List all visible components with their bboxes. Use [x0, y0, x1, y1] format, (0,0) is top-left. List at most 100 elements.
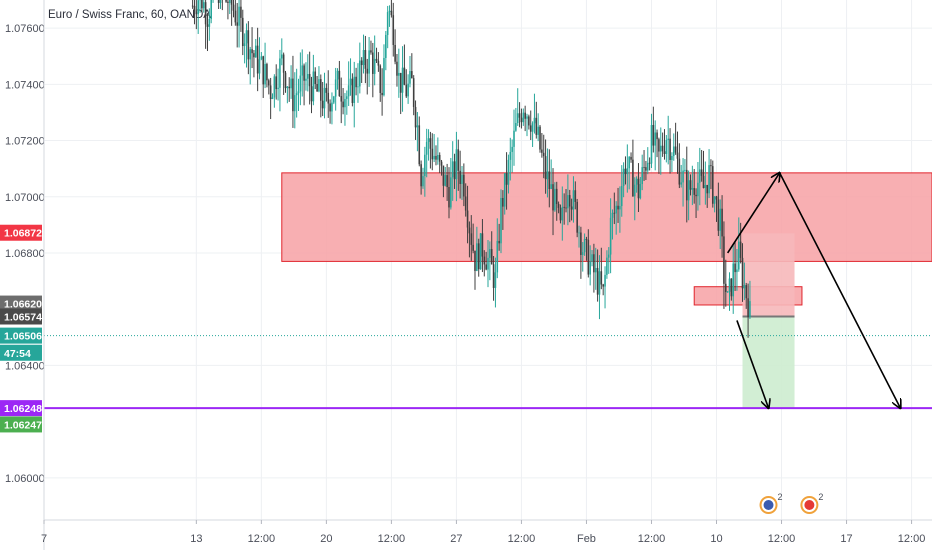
candle-body — [228, 0, 231, 3]
x-tick-label: 10 — [710, 533, 722, 545]
candle-body — [665, 139, 668, 154]
candle-body — [238, 6, 240, 26]
target2-badge: 1.06247 — [0, 416, 42, 433]
candle-body — [541, 149, 543, 153]
candle-body — [217, 0, 220, 3]
candle-body — [451, 161, 454, 178]
candle-body — [219, 0, 222, 3]
candle-body — [318, 79, 320, 92]
candle-body — [507, 159, 510, 185]
candle-body — [563, 206, 565, 208]
candle-body — [713, 196, 716, 204]
y-tick-label: 1.06000 — [5, 473, 45, 485]
candle-body — [435, 155, 437, 160]
candle-body — [568, 195, 571, 207]
candle-body — [624, 168, 627, 175]
candle-body — [652, 125, 655, 146]
candle-body — [306, 73, 309, 79]
candle-body — [425, 141, 428, 155]
candle-body — [693, 188, 696, 195]
candle-body — [342, 101, 344, 108]
badge-bg — [0, 308, 42, 325]
badge-label: 1.06872 — [4, 228, 42, 240]
candle-body — [232, 4, 235, 11]
candle-body — [450, 177, 452, 208]
candle-body — [394, 44, 396, 62]
candle-body — [706, 184, 709, 194]
candle-body — [723, 236, 725, 284]
candle-body — [745, 285, 748, 299]
candle-body — [368, 50, 370, 74]
candle-body — [730, 278, 733, 297]
candle-body — [680, 182, 683, 185]
eu-event-icon: 2 — [759, 492, 783, 514]
candle-body — [559, 207, 562, 221]
candle-body — [297, 91, 300, 94]
candle-body — [375, 58, 378, 61]
candle-body — [333, 96, 335, 103]
candle-body — [628, 156, 630, 169]
candle-body — [241, 17, 244, 47]
candle-body — [249, 49, 252, 60]
candle-body — [468, 227, 471, 234]
resistance-zone — [281, 172, 932, 262]
candle-body — [247, 30, 250, 60]
candle-body — [312, 71, 315, 102]
candle-body — [528, 116, 530, 126]
badge-bg — [0, 344, 42, 361]
candle-body — [383, 57, 385, 96]
candle-body — [511, 146, 513, 152]
event-count: 2 — [778, 492, 783, 502]
candle-body — [685, 169, 688, 201]
candle-body — [498, 240, 500, 244]
candle-body — [489, 249, 491, 258]
candle-body — [329, 103, 331, 112]
candle-body — [442, 165, 445, 186]
candle-body — [301, 65, 304, 76]
candle-body — [594, 267, 597, 273]
candle-body — [463, 174, 465, 197]
x-tick-label: 17 — [840, 533, 852, 545]
candle-body — [251, 49, 253, 54]
candle-body — [544, 156, 547, 180]
candle-body — [349, 78, 352, 86]
y-tick-label: 1.06400 — [5, 360, 45, 372]
candle-body — [583, 238, 586, 253]
candle-body — [359, 60, 361, 87]
badge-bg — [0, 327, 42, 344]
candle-body — [689, 180, 692, 190]
candle-body — [466, 210, 469, 228]
badge-label: 1.06247 — [4, 419, 42, 431]
candle-body — [717, 199, 720, 231]
candle-body — [565, 207, 567, 209]
candle-body — [470, 233, 473, 245]
candle-body — [600, 271, 603, 285]
candle-body — [607, 254, 610, 258]
candle-body — [414, 106, 417, 128]
candle-body — [637, 178, 640, 199]
candle-body — [303, 65, 305, 81]
candle-body — [741, 257, 744, 289]
candle-body — [576, 201, 578, 233]
candle-body — [502, 197, 504, 207]
x-tick-label: 20 — [320, 533, 332, 545]
partial-hidden-badge: 1.06620 — [0, 295, 42, 312]
candle-body — [494, 272, 497, 288]
candle-body — [726, 291, 729, 293]
candle-body — [524, 112, 526, 119]
candle-body — [650, 125, 653, 164]
candle-body — [572, 190, 575, 210]
candle-body — [407, 83, 409, 97]
candle-body — [622, 168, 625, 186]
candle-body — [193, 5, 196, 12]
candle-body — [487, 257, 489, 270]
candle-body — [254, 45, 257, 58]
candle-body — [743, 285, 746, 289]
x-tick-label: 12:00 — [638, 533, 666, 545]
candle-body — [267, 80, 270, 86]
candle-body — [691, 188, 694, 190]
candle-body — [596, 267, 599, 295]
candle-body — [355, 76, 357, 88]
event-flag — [804, 500, 815, 510]
